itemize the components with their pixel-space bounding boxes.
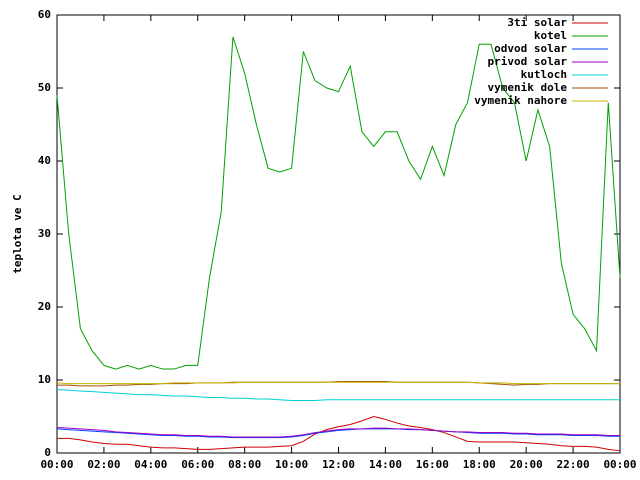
- series-line: [56, 381, 620, 385]
- y-tick-label: 30: [38, 227, 51, 240]
- legend-label: kotel: [534, 29, 567, 42]
- x-tick-label: 00:00: [603, 458, 636, 471]
- legend-label: vymenik nahore: [474, 94, 567, 107]
- x-tick-label: 22:00: [557, 458, 590, 471]
- x-tick-label: 18:00: [463, 458, 496, 471]
- y-tick-label: 60: [38, 8, 51, 21]
- legend-label: 3ti solar: [507, 16, 567, 29]
- series-line: [57, 415, 621, 452]
- x-tick-label: 16:00: [416, 458, 449, 471]
- series-line: [56, 426, 620, 438]
- x-tick-label: 20:00: [510, 458, 543, 471]
- series-line: [57, 380, 620, 387]
- legend-label: vymenik dole: [488, 81, 568, 94]
- x-tick-label: 02:00: [87, 458, 120, 471]
- x-tick-label: 08:00: [228, 458, 261, 471]
- legend-label: privod solar: [488, 55, 568, 68]
- legend-label: odvod solar: [494, 42, 567, 55]
- y-tick-label: 0: [44, 446, 51, 459]
- x-tick-label: 14:00: [369, 458, 402, 471]
- x-tick-label: 12:00: [322, 458, 355, 471]
- x-tick-label: 06:00: [181, 458, 214, 471]
- legend-label: kutloch: [521, 68, 567, 81]
- x-tick-label: 10:00: [275, 458, 308, 471]
- y-axis-label: teplota ve C: [11, 194, 24, 273]
- x-tick-label: 00:00: [40, 458, 73, 471]
- y-tick-label: 40: [38, 154, 51, 167]
- series-line: [56, 428, 620, 439]
- y-tick-label: 20: [38, 300, 51, 313]
- series-line: [56, 36, 621, 370]
- y-tick-label: 50: [38, 81, 51, 94]
- x-tick-label: 04:00: [134, 458, 167, 471]
- series-line: [56, 388, 620, 401]
- y-tick-label: 10: [38, 373, 51, 386]
